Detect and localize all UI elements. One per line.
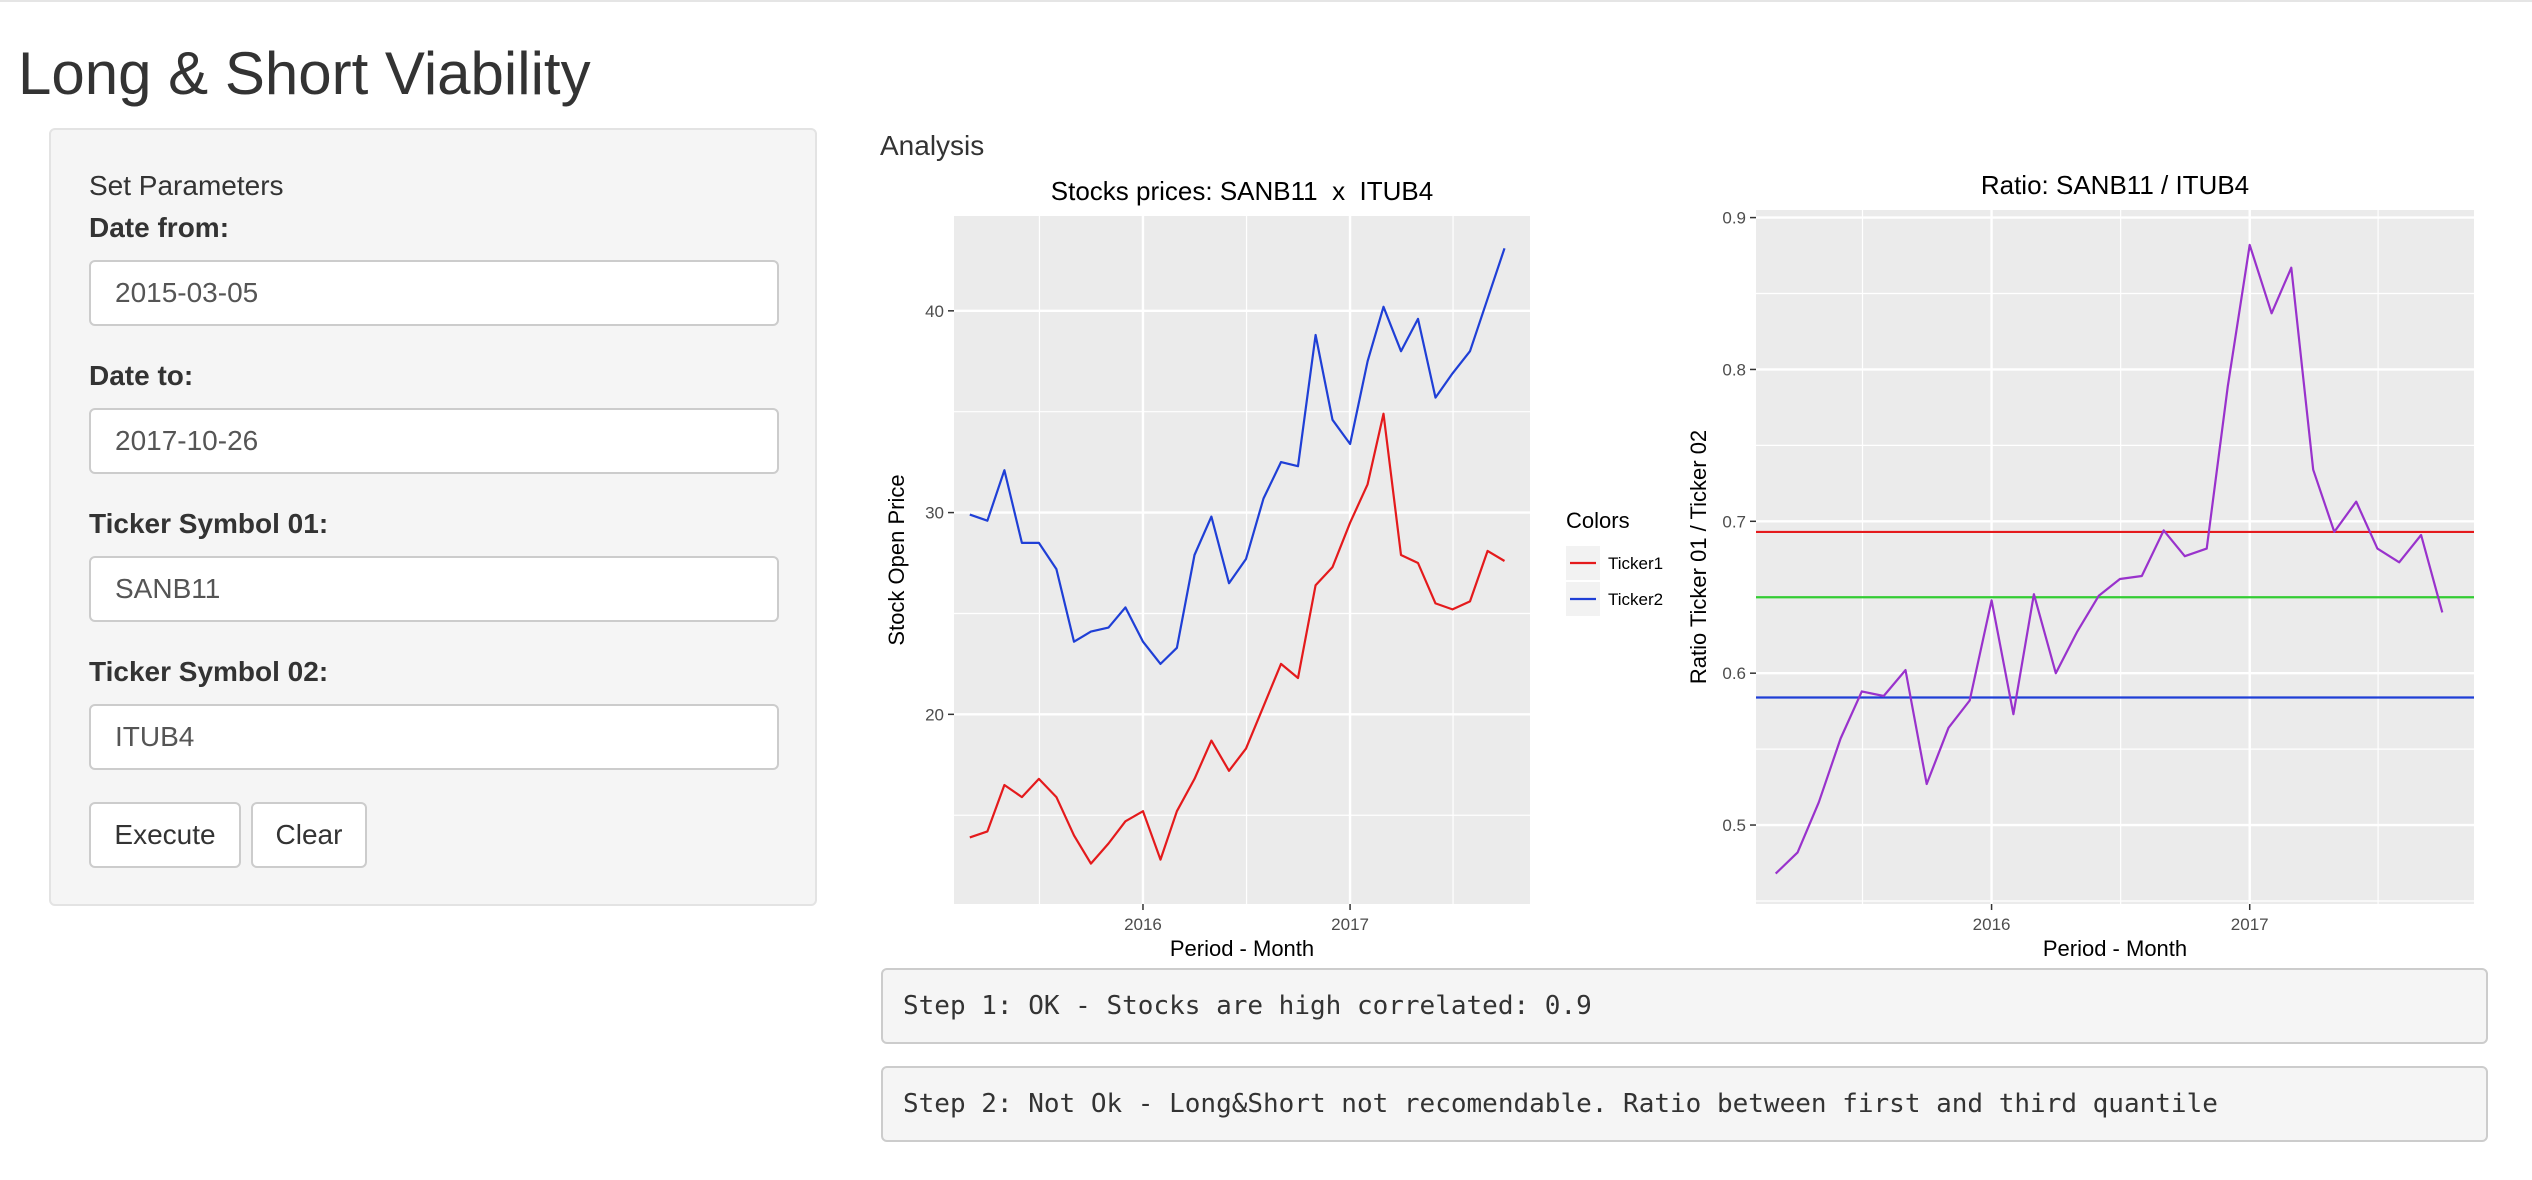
series-line	[969, 247, 1506, 665]
y-tick-label: 0.9	[1722, 209, 1746, 228]
date-to-input[interactable]	[89, 408, 779, 474]
y-axis-title: Stock Open Price	[884, 474, 909, 645]
y-tick-label: 0.7	[1722, 512, 1746, 531]
clear-button[interactable]: Clear	[251, 802, 367, 868]
y-tick-label: 20	[925, 705, 944, 724]
y-tick-label: 0.8	[1722, 360, 1746, 379]
step2-output: Step 2: Not Ok - Long&Short not recomend…	[881, 1066, 2488, 1142]
legend-label: Ticker1	[1608, 554, 1663, 573]
series-line	[969, 412, 1506, 865]
date-from-input[interactable]	[89, 260, 779, 326]
x-axis-title: Period - Month	[2043, 936, 2187, 961]
date-to-label: Date to:	[89, 360, 194, 391]
x-tick-label: 2016	[1124, 915, 1162, 934]
app-title: Long & Short Viability	[18, 40, 591, 107]
y-tick-label: 0.5	[1722, 816, 1746, 835]
plot-panel	[954, 216, 1530, 904]
parameters-panel: Set Parameters Date from: Date to: Ticke…	[49, 128, 817, 906]
ticker2-input[interactable]	[89, 704, 779, 770]
execute-button[interactable]: Execute	[89, 802, 241, 868]
chart-title: Ratio: SANB11 / ITUB4	[1981, 170, 2249, 200]
top-border	[0, 0, 2532, 2]
plot-panel	[1756, 210, 2474, 904]
legend-label: Ticker2	[1608, 590, 1663, 609]
step1-output: Step 1: OK - Stocks are high correlated:…	[881, 968, 2488, 1044]
date-from-label: Date from:	[89, 212, 230, 243]
x-tick-label: 2016	[1973, 915, 2011, 934]
y-tick-label: 30	[925, 504, 944, 523]
y-axis-title: Ratio Ticker 01 / Ticker 02	[1686, 430, 1711, 684]
stock-prices-chart: 20 30 40 2016 2017 Stocks prices: SANB11 x IT…	[884, 176, 1663, 961]
y-tick-label: 0.6	[1722, 664, 1746, 683]
legend-title: Colors	[1566, 508, 1630, 533]
series-line	[1774, 243, 2444, 875]
ticker2-label: Ticker Symbol 02:	[89, 656, 329, 687]
chart-title: Stocks prices: SANB11 x ITUB4	[1051, 176, 1433, 206]
ticker1-input[interactable]	[89, 556, 779, 622]
x-tick-label: 2017	[1331, 915, 1369, 934]
ratio-chart: 0.5 0.6 0.7 0.8 0.9 2016 2017 Ratio: SANB11 / I…	[1686, 170, 2474, 961]
panel-heading: Set Parameters	[89, 170, 284, 201]
analysis-heading: Analysis	[880, 130, 985, 161]
x-axis-title: Period - Month	[1170, 936, 1314, 961]
ticker1-label: Ticker Symbol 01:	[89, 508, 329, 539]
y-tick-label: 40	[925, 302, 944, 321]
x-tick-label: 2017	[2231, 915, 2269, 934]
